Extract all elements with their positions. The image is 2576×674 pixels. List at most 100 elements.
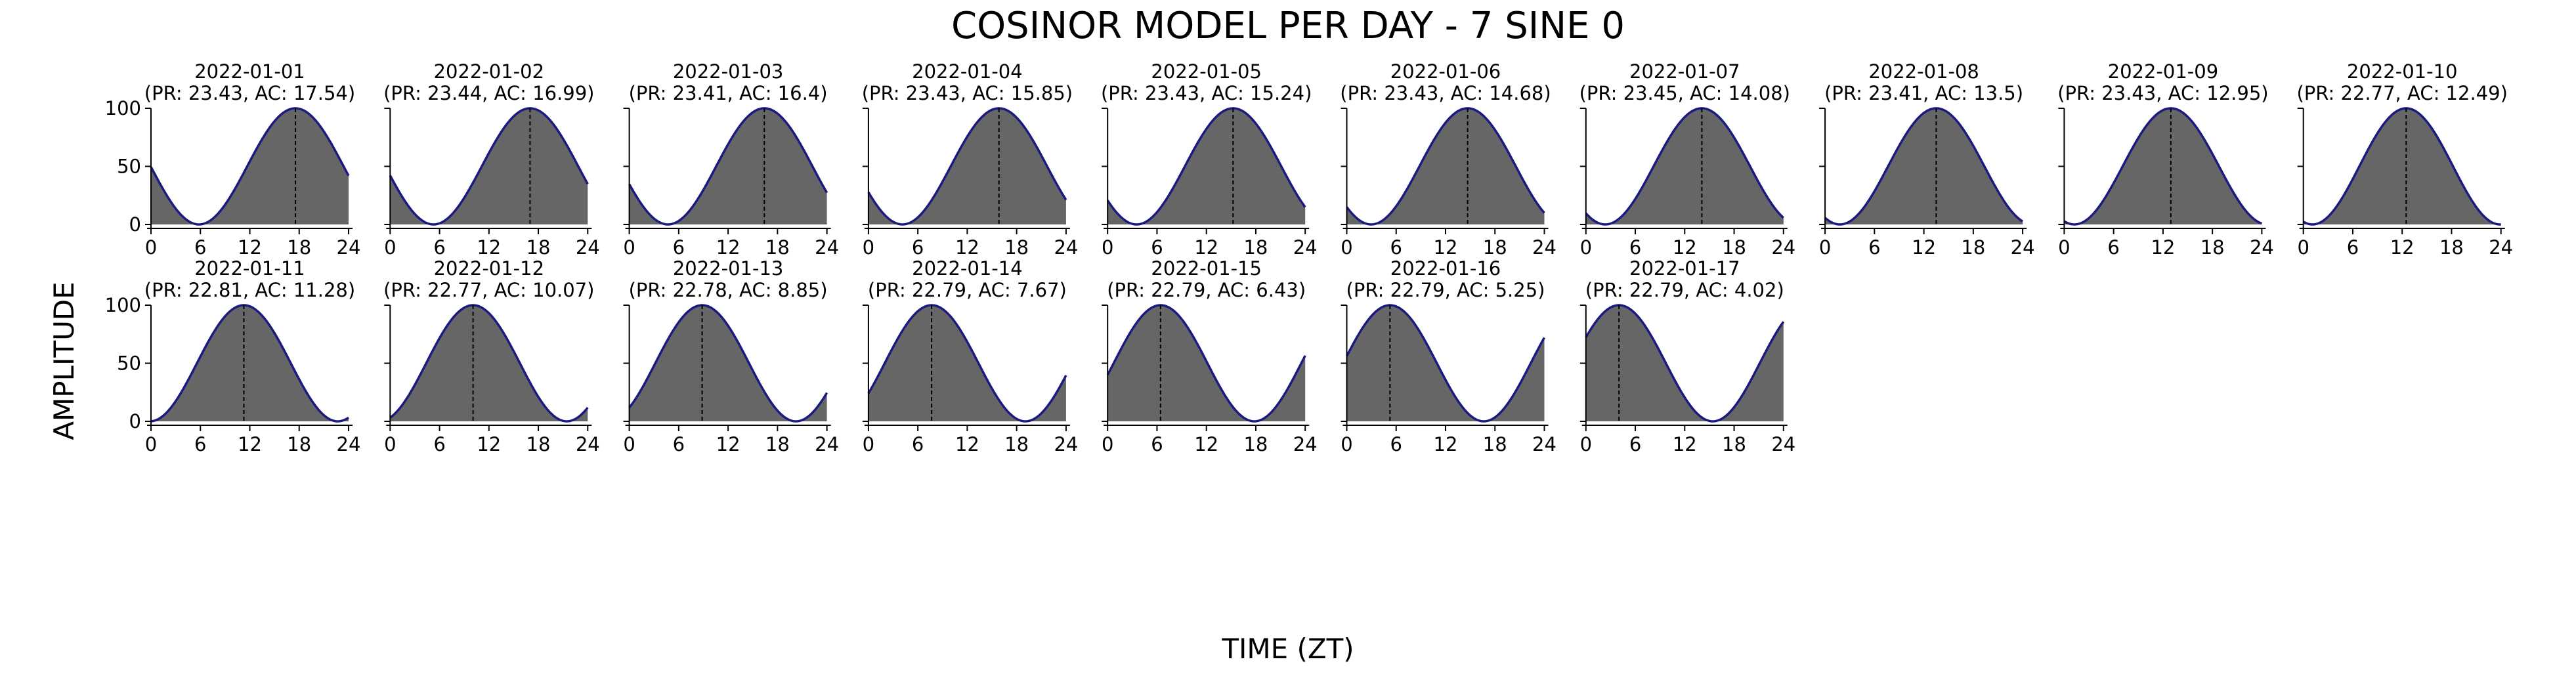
x-axis-label: TIME (ZT) [1221,633,1354,665]
x-tick-label: 6 [912,236,924,259]
panel-2022-01-05: 2022-01-05(PR: 23.43, AC: 15.24) 0 6 12 18 24 [1101,60,1318,259]
panel-2022-01-14: 2022-01-14(PR: 22.79, AC: 7.67) 0 6 12 18 24 [863,257,1079,455]
x-tick-label: 6 [1151,236,1163,259]
x-tick-label: 0 [145,433,157,455]
x-tick-label: 0 [384,433,396,455]
x-tick-label: 6 [1390,236,1402,259]
panel-date: 2022-01-16 [1390,257,1501,280]
x-tick-label: 6 [1151,433,1163,455]
x-tick-label: 0 [1819,236,1831,259]
panel-date: 2022-01-14 [912,257,1023,280]
x-tick-label: 24 [2489,236,2513,259]
cosinor-curve [1106,304,1306,423]
area-fill [2064,108,2262,224]
x-tick-label: 24 [576,433,600,455]
x-tick-label: 0 [623,433,635,455]
x-tick-label: 18 [1483,433,1507,455]
panel-params: (PR: 23.43, AC: 14.68) [1340,82,1551,104]
panel-2022-01-15: 2022-01-15(PR: 22.79, AC: 6.43) 0 6 12 18 24 [1102,257,1318,455]
panel-2022-01-10: 2022-01-10(PR: 22.77, AC: 12.49) 0 6 12 18 24 [2296,60,2513,259]
panel-date: 2022-01-05 [1151,60,1262,83]
panel-date: 2022-01-09 [2108,60,2219,83]
panel-2022-01-01: 2022-01-01(PR: 23.43, AC: 17.54) 0 6 12 18 24… [105,60,361,259]
x-tick-label: 24 [1293,433,1318,455]
cosinor-curve [1585,107,1784,226]
x-tick-label: 12 [2390,236,2415,259]
cosinor-curve [389,107,589,226]
x-tick-label: 0 [1102,236,1113,259]
panel-params: (PR: 23.44, AC: 16.99) [383,82,594,104]
panel-2022-01-09: 2022-01-09(PR: 23.43, AC: 12.95) 0 6 12 18 24 [2057,60,2274,259]
panel-date: 2022-01-08 [1868,60,1979,83]
area-fill [1585,305,1784,421]
x-tick-label: 24 [337,433,361,455]
cosinor-curve [1346,107,1545,226]
x-tick-label: 12 [716,236,741,259]
x-tick-label: 24 [1293,236,1318,259]
x-tick-label: 0 [863,236,874,259]
cosinor-curve [1824,107,2024,226]
x-tick-label: 6 [2107,236,2119,259]
x-tick-label: 18 [526,433,551,455]
panel-params: (PR: 23.43, AC: 15.24) [1101,82,1312,104]
x-tick-label: 18 [1243,433,1268,455]
x-tick-label: 6 [433,236,445,259]
x-tick-label: 12 [477,236,501,259]
panel-date: 2022-01-04 [912,60,1023,83]
x-tick-label: 24 [337,236,361,259]
x-tick-label: 24 [1054,236,1078,259]
x-tick-label: 0 [1102,433,1113,455]
panel-date: 2022-01-03 [673,60,784,83]
x-tick-label: 12 [955,236,979,259]
y-tick-label: 0 [129,410,141,432]
x-tick-label: 18 [287,236,311,259]
panel-date: 2022-01-15 [1151,257,1262,280]
y-tick-label: 50 [117,352,141,375]
x-tick-label: 0 [384,236,396,259]
x-tick-label: 24 [2011,236,2035,259]
panel-2022-01-12: 2022-01-12(PR: 22.77, AC: 10.07) 0 6 12 18 24 [383,257,600,455]
area-fill [1585,108,1784,224]
panel-2022-01-08: 2022-01-08(PR: 23.41, AC: 13.5) 0 6 12 18 24 [1819,60,2035,259]
x-tick-label: 24 [1054,433,1078,455]
panel-grid: 2022-01-01(PR: 23.43, AC: 17.54) 0 6 12 18 24… [105,60,2514,455]
cosinor-curve [628,107,828,226]
x-tick-label: 18 [1483,236,1507,259]
y-tick-label: 100 [105,294,141,316]
panel-params: (PR: 22.79, AC: 7.67) [868,279,1067,301]
x-tick-label: 6 [912,433,924,455]
x-tick-label: 24 [576,236,600,259]
x-tick-label: 18 [2439,236,2464,259]
x-tick-label: 18 [765,236,790,259]
x-tick-label: 12 [477,433,501,455]
x-tick-label: 12 [1194,433,1218,455]
area-fill [868,108,1066,224]
panel-date: 2022-01-12 [434,257,545,280]
panel-date: 2022-01-13 [673,257,784,280]
area-fill [390,108,588,224]
x-tick-label: 0 [2058,236,2070,259]
cosinor-curve [628,304,828,423]
panel-params: (PR: 22.79, AC: 4.02) [1585,279,1784,301]
x-tick-label: 6 [194,433,206,455]
x-tick-label: 18 [1243,236,1268,259]
x-tick-label: 6 [1629,236,1641,259]
x-tick-label: 12 [2151,236,2175,259]
cosinor-curve [2063,107,2263,226]
x-tick-label: 0 [1341,433,1352,455]
area-fill [2303,108,2501,224]
x-tick-label: 0 [1580,236,1592,259]
cosinor-curve [389,304,589,423]
cosinor-curve [867,304,1067,423]
area-fill [629,305,827,421]
x-tick-label: 18 [1004,433,1029,455]
cosinor-curve [150,304,349,423]
area-fill [1346,108,1545,224]
y-tick-label: 50 [117,156,141,178]
panel-2022-01-16: 2022-01-16(PR: 22.79, AC: 5.25) 0 6 12 18 24 [1341,257,1556,455]
panel-params: (PR: 22.79, AC: 6.43) [1107,279,1306,301]
panel-params: (PR: 22.78, AC: 8.85) [629,279,828,301]
panel-params: (PR: 23.41, AC: 13.5) [1824,82,2023,104]
y-tick-label: 0 [129,213,141,236]
